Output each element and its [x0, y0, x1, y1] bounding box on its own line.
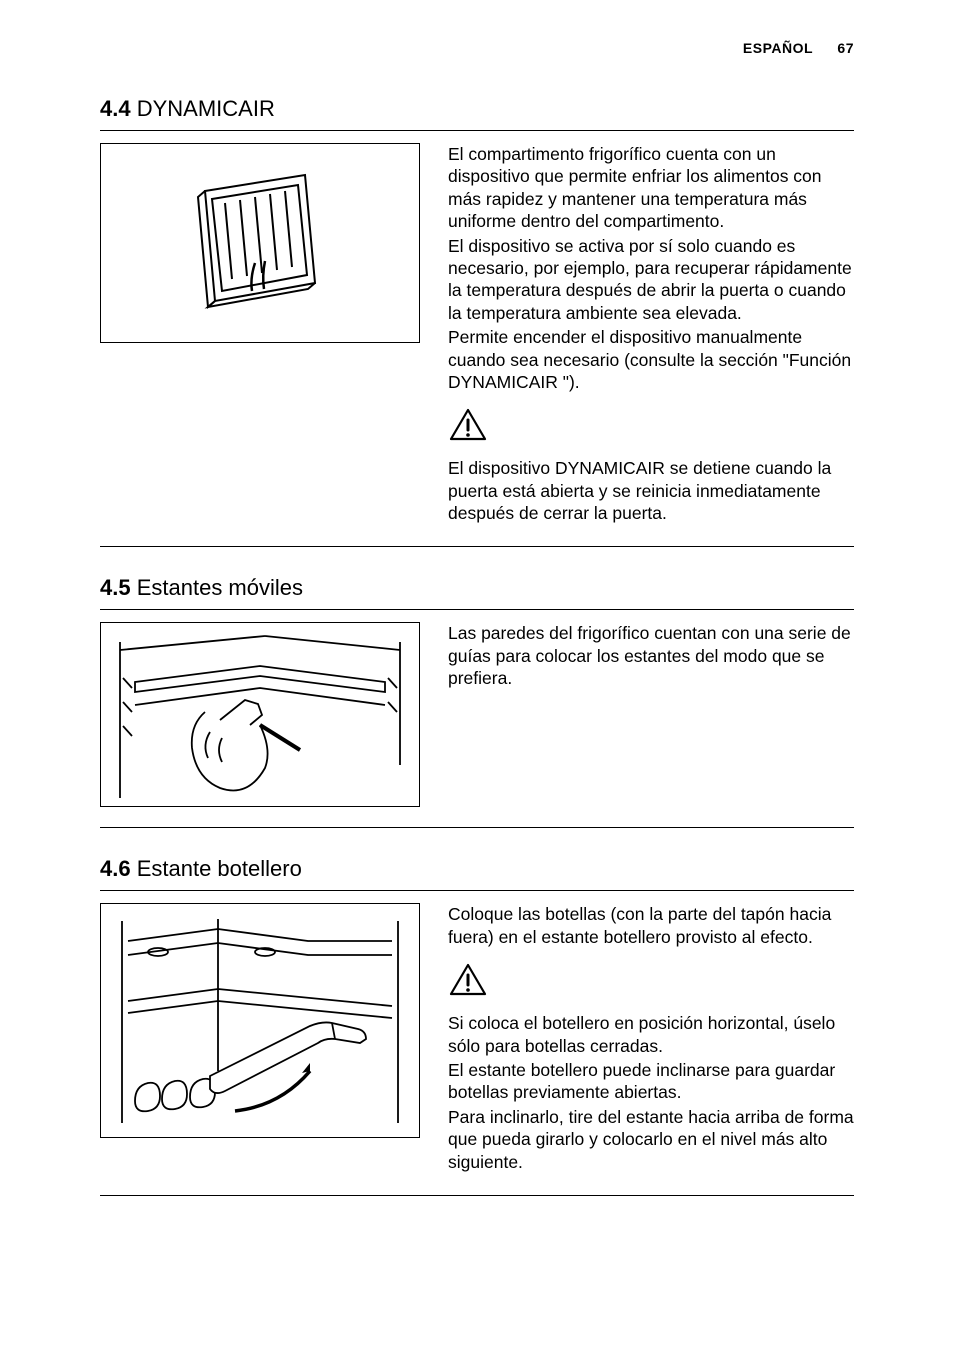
section-46-content: Coloque las botellas (con la parte del t…: [100, 891, 854, 1187]
section-44-content: El compartimento frigorífico cuenta con …: [100, 131, 854, 538]
section-45-title: 4.5 Estantes móviles: [100, 575, 854, 601]
figure-shelves: [100, 622, 420, 807]
s46-warn1: Si coloca el botellero en posición horiz…: [448, 1012, 854, 1057]
section-45-content: Las paredes del frigorífico cuentan con …: [100, 610, 854, 819]
s46-warn2: El estante botellero puede inclinarse pa…: [448, 1059, 854, 1104]
section-45-name: Estantes móviles: [137, 575, 303, 600]
section-46-text: Coloque las botellas (con la parte del t…: [448, 903, 854, 1175]
section-46-name: Estante botellero: [137, 856, 302, 881]
section-45-text: Las paredes del frigorífico cuentan con …: [448, 622, 854, 807]
section-44-title: 4.4 DYNAMICAIR: [100, 96, 854, 122]
warning-icon: [448, 962, 854, 998]
s44-para3: Permite encender el dispositivo manualme…: [448, 326, 854, 393]
section-46: 4.6 Estante botellero: [100, 856, 854, 1196]
s44-para1: El compartimento frigorífico cuenta con …: [448, 143, 854, 233]
section-46-num: 4.6: [100, 856, 131, 881]
header-pagenum: 67: [837, 40, 854, 56]
section-44-text: El compartimento frigorífico cuenta con …: [448, 143, 854, 526]
section-45-bottom-rule: [100, 827, 854, 828]
s46-warn3: Para inclinarlo, tire del estante hacia …: [448, 1106, 854, 1173]
movable-shelf-icon: [110, 630, 410, 800]
s44-warn: El dispositivo DYNAMICAIR se detiene cua…: [448, 457, 854, 524]
dynamicair-vent-icon: [170, 163, 350, 323]
section-45-num: 4.5: [100, 575, 131, 600]
section-46-title: 4.6 Estante botellero: [100, 856, 854, 882]
s46-para1: Coloque las botellas (con la parte del t…: [448, 903, 854, 948]
s44-para2: El dispositivo se activa por sí solo cua…: [448, 235, 854, 325]
section-44: 4.4 DYNAMICAIR: [100, 96, 854, 547]
figure-bottlerack: [100, 903, 420, 1138]
section-44-name: DYNAMICAIR: [137, 96, 275, 121]
section-46-bottom-rule: [100, 1195, 854, 1196]
warning-icon: [448, 407, 854, 443]
figure-dynamicair: [100, 143, 420, 343]
section-44-num: 4.4: [100, 96, 131, 121]
page-header: ESPAÑOL 67: [100, 40, 854, 56]
header-language: ESPAÑOL: [743, 40, 813, 56]
section-45: 4.5 Estantes móviles: [100, 575, 854, 828]
section-44-bottom-rule: [100, 546, 854, 547]
s45-para1: Las paredes del frigorífico cuentan con …: [448, 622, 854, 689]
bottle-rack-icon: [110, 911, 410, 1131]
